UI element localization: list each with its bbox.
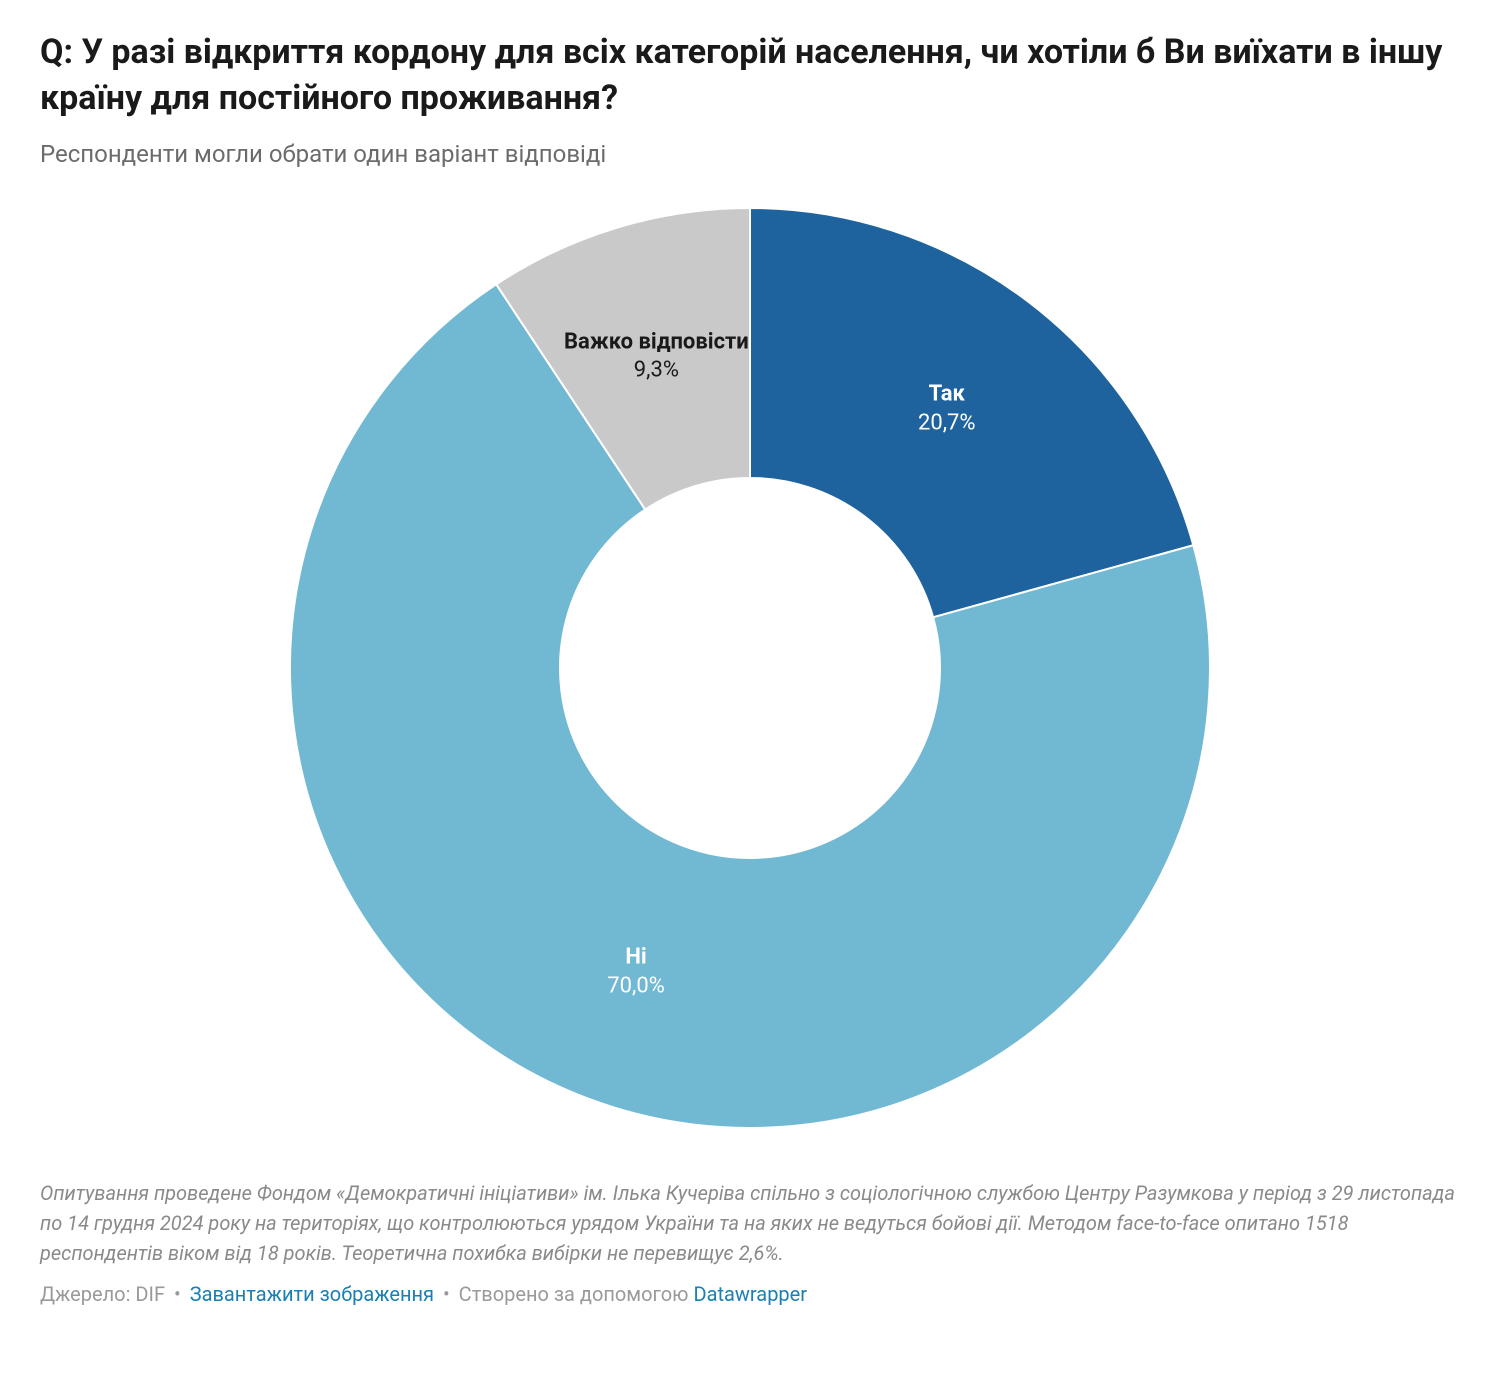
chart-title: Q: У разі відкриття кордону для всіх кат… — [40, 30, 1460, 122]
separator: • — [174, 1282, 181, 1306]
credits: Джерело: DIF • Завантажити зображення • … — [40, 1282, 1460, 1306]
created-prefix: Створено за допомогою — [459, 1282, 689, 1306]
donut-chart: Так20,7%Ні70,0%Важко відповісти9,3% — [290, 208, 1210, 1128]
chart-subtitle: Респонденти могли обрати один варіант ві… — [40, 140, 1460, 168]
source-prefix: Джерело: — [40, 1282, 130, 1306]
donut-slice — [750, 208, 1193, 617]
tool-link[interactable]: Datawrapper — [693, 1282, 807, 1306]
chart-container: Так20,7%Ні70,0%Важко відповісти9,3% — [40, 198, 1460, 1158]
download-link[interactable]: Завантажити зображення — [190, 1282, 434, 1306]
separator: • — [443, 1282, 450, 1306]
source-name: DIF — [135, 1282, 165, 1306]
footnote: Опитування проведене Фондом «Демократичн… — [40, 1178, 1460, 1268]
